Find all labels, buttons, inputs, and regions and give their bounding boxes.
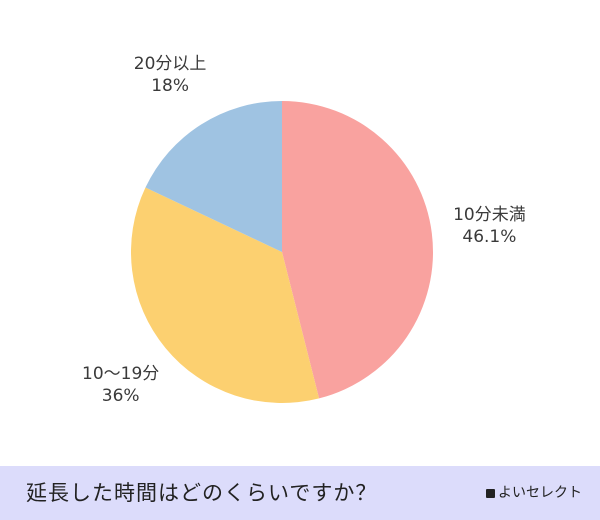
pie-chart: 10分未満 46.1% 10〜19分 36% 20分以上 18%: [61, 53, 549, 407]
slice-name-1: 10〜19分: [82, 363, 160, 384]
slice-name-0: 10分未満: [453, 205, 526, 226]
brand-name: よいセレクト: [498, 485, 582, 501]
pie-slice-0: [282, 101, 433, 399]
pie-slice-2: [145, 100, 282, 252]
question-text: 延長した時間はどのくらいですか？: [26, 481, 378, 505]
pie-slice-1: [131, 187, 320, 404]
pie-chart-svg: [131, 100, 433, 404]
slice-value-2: 18%: [151, 76, 189, 97]
brand-logo: よいセレクト: [486, 466, 582, 520]
slice-label-2: 20分以上 18%: [110, 53, 230, 97]
slice-name-2: 20分以上: [133, 54, 207, 75]
brand-icon: [486, 489, 495, 498]
slice-value-0: 46.1%: [462, 227, 517, 248]
slice-value-1: 36%: [101, 385, 140, 406]
question-bar: 延長した時間はどのくらいですか？ よいセレクト: [0, 466, 600, 520]
slice-label-1: 10〜19分 36%: [61, 363, 181, 407]
slice-label-0: 10分未満 46.1%: [429, 204, 549, 248]
